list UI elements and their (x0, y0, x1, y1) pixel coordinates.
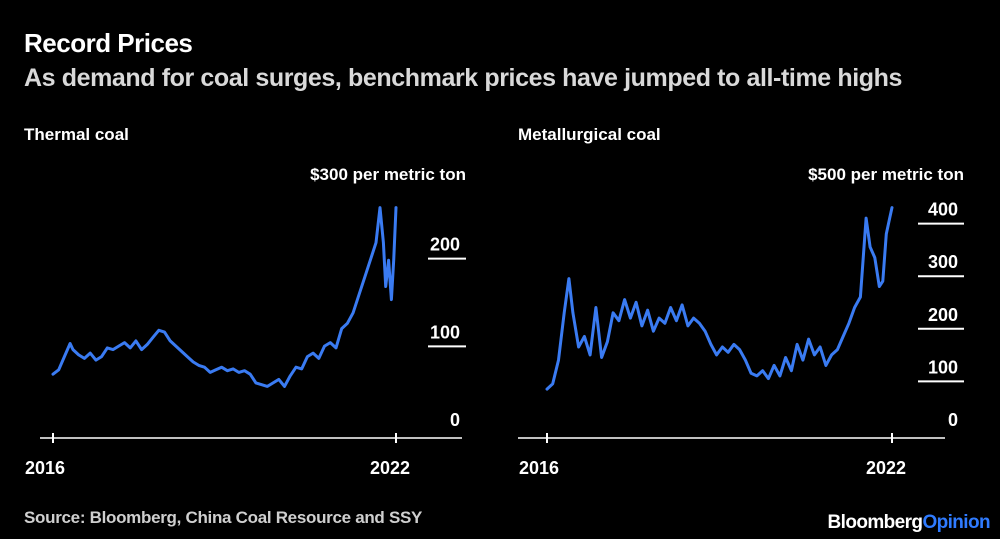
thermal-ytick-200: 200 (430, 235, 460, 255)
metallurgical-price-line (545, 206, 894, 391)
metallurgical-ytick-0: 0 (948, 410, 958, 430)
chart-subtitle: As demand for coal surges, benchmark pri… (24, 64, 902, 92)
thermal-price-line (51, 206, 398, 388)
metallurgical-xtick-2016: 2016 (519, 458, 559, 478)
metallurgical-ytick-400: 400 (928, 200, 958, 220)
thermal-coal-title: Thermal coal (24, 125, 129, 144)
metallurgical-coal-title: Metallurgical coal (518, 125, 661, 144)
bloomberg-opinion-logo: BloombergOpinion (827, 512, 991, 534)
thermal-ytick-0: 0 (450, 410, 460, 430)
thermal-ytick-100: 100 (430, 322, 460, 342)
metallurgical-ytick-100: 100 (928, 357, 958, 377)
thermal-coal-unit-label: $300 per metric ton (310, 165, 466, 184)
thermal-xtick-2022: 2022 (370, 458, 410, 478)
thermal-coal-chart: Thermal coal $300 per metric ton 0 100 200… (24, 125, 466, 478)
metallurgical-xtick-2022: 2022 (866, 458, 906, 478)
chart-title: Record Prices (24, 28, 193, 58)
thermal-xtick-2016: 2016 (25, 458, 65, 478)
metallurgical-ytick-200: 200 (928, 305, 958, 325)
brand-bloomberg: Bloomberg (827, 512, 923, 533)
metallurgical-coal-unit-label: $500 per metric ton (808, 165, 964, 184)
source-note: Source: Bloomberg, China Coal Resource a… (24, 508, 423, 527)
metallurgical-ytick-300: 300 (928, 252, 958, 272)
brand-opinion: Opinion (922, 512, 990, 533)
metallurgical-coal-chart: Metallurgical coal $500 per metric ton 0… (518, 125, 964, 478)
